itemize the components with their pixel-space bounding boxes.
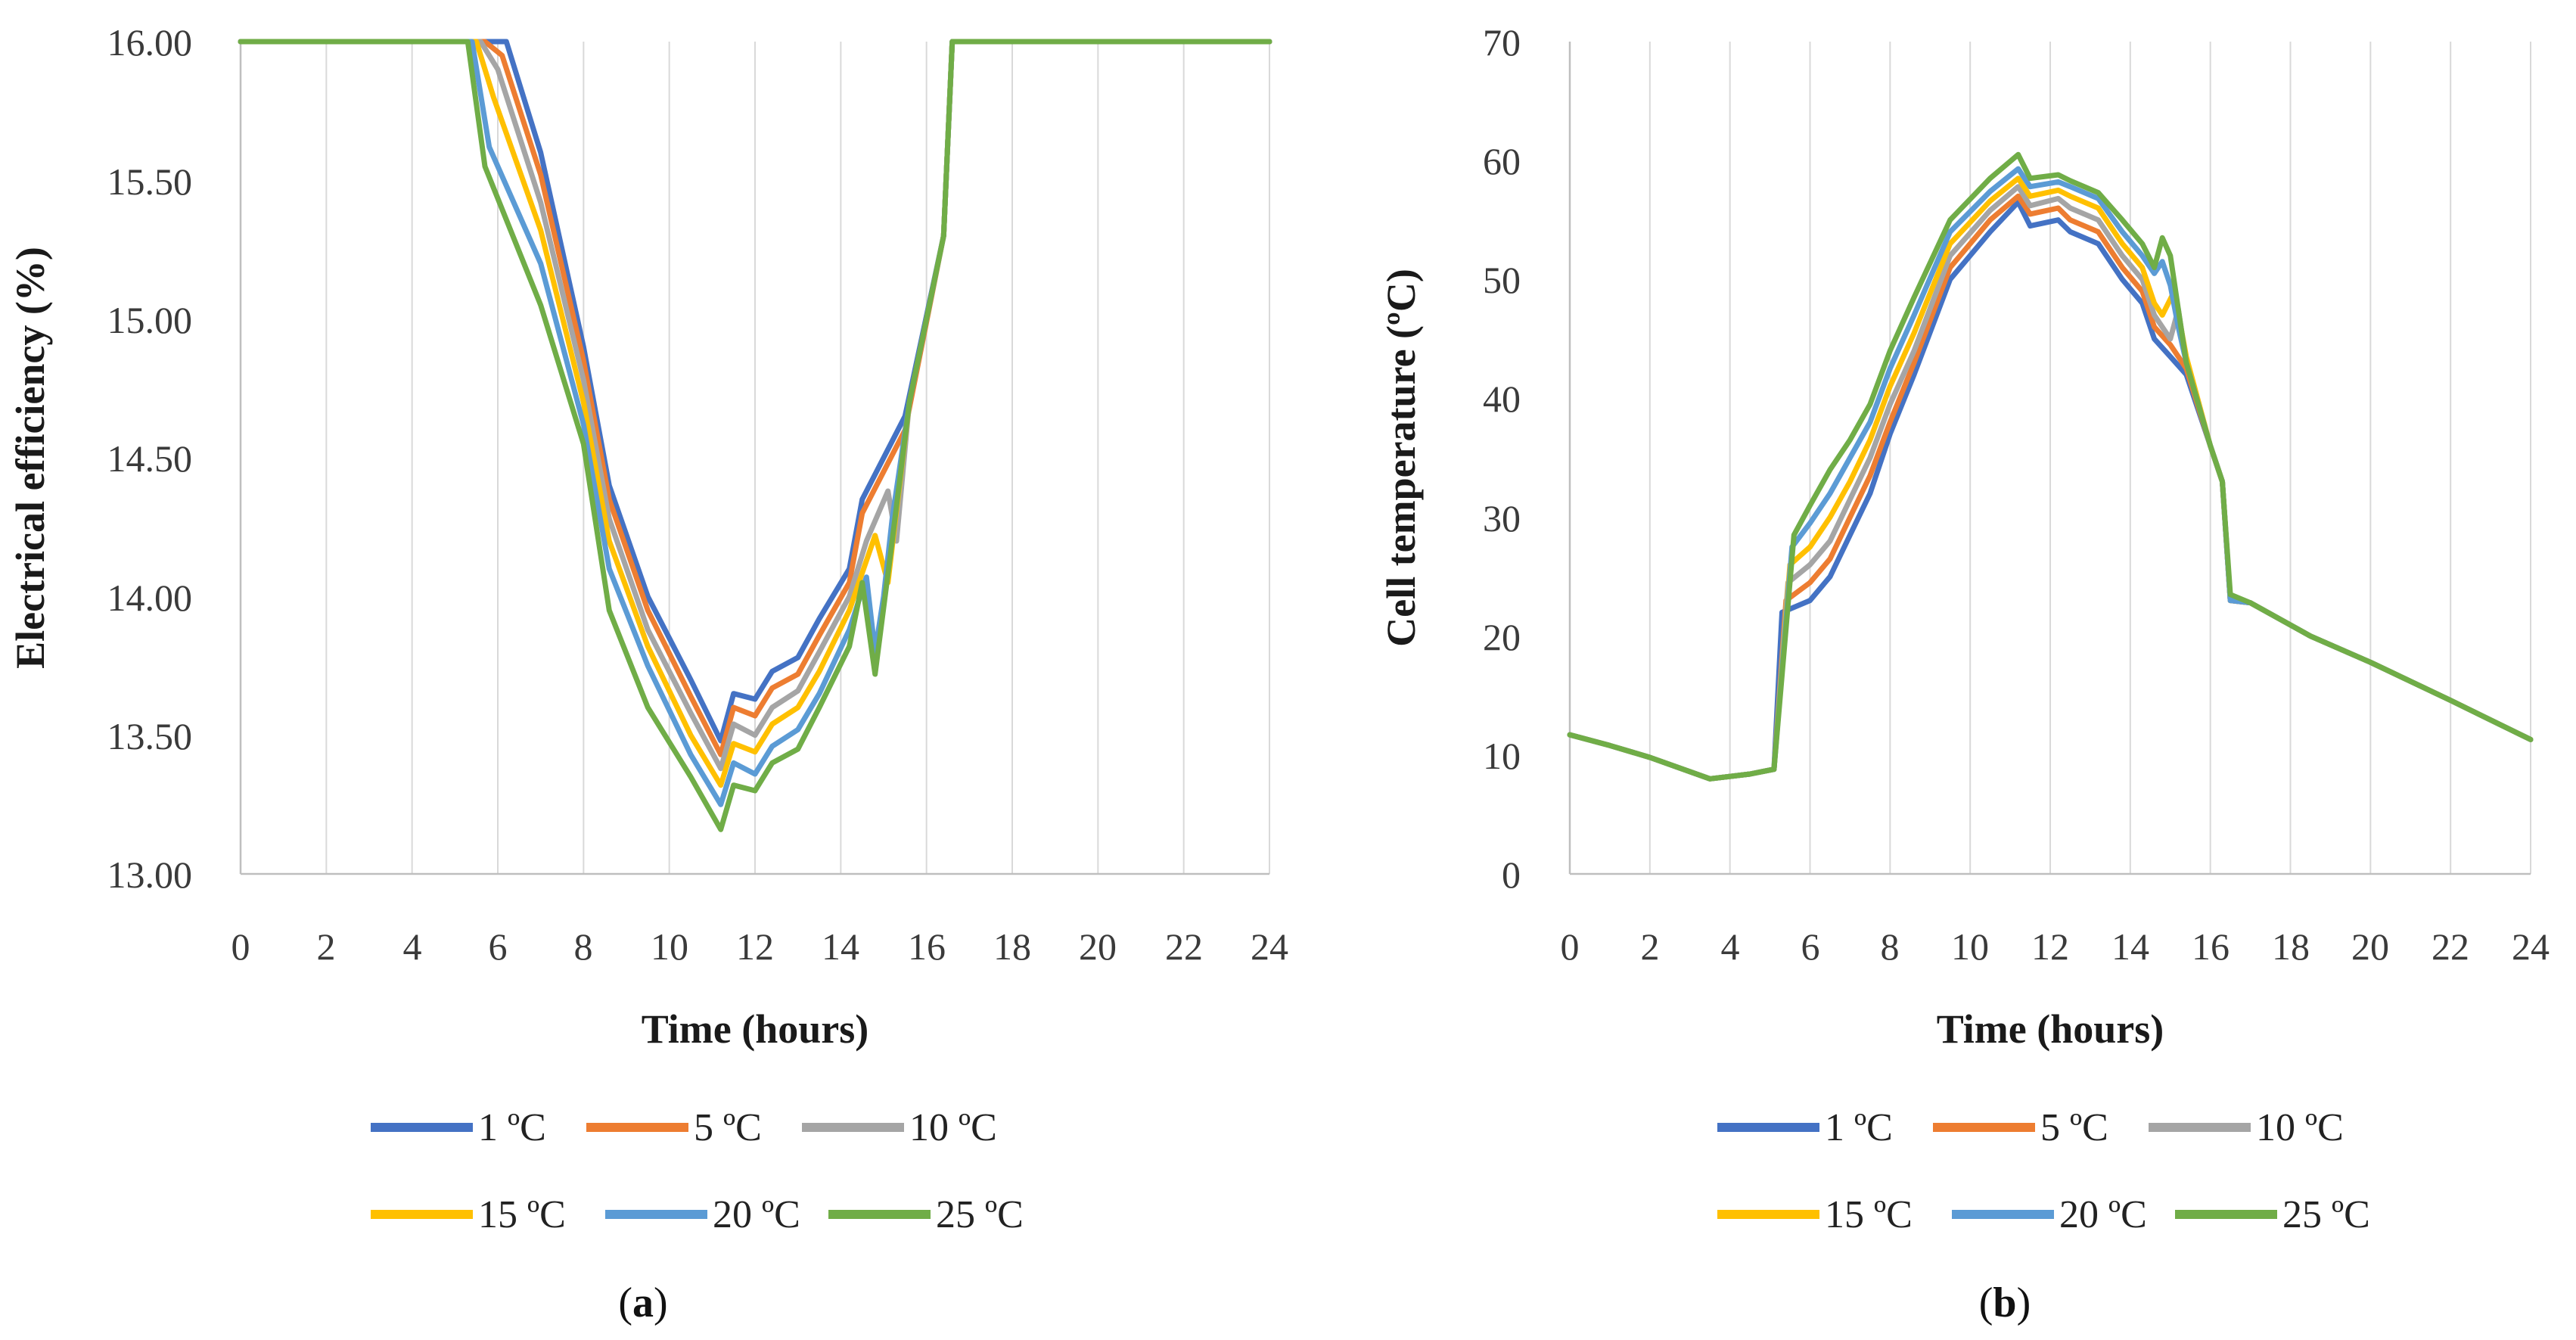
caption-open: ( (1979, 1279, 1993, 1326)
y-tick-label: 60 (1483, 140, 1521, 182)
series-group (238, 39, 1272, 832)
y-axis-title: Cell temperature (ºC) (1378, 269, 1424, 647)
y-tick-label: 0 (1502, 853, 1521, 896)
legend-item: 25 ºC (828, 1193, 1024, 1236)
legend-label: 5 ºC (2040, 1106, 2108, 1149)
x-tick-labels: 0 2 4 6 8 10 12 14 16 18 20 22 24 (231, 925, 1289, 968)
legend-label: 20 ºC (713, 1193, 800, 1236)
y-tick-labels: 0 10 20 30 40 50 60 70 (1483, 21, 1521, 896)
x-tick-label: 8 (574, 925, 593, 968)
x-tick-label: 22 (1165, 925, 1203, 968)
x-tick-label: 24 (2512, 925, 2550, 968)
x-axis-title: Time (hours) (642, 1006, 869, 1052)
x-tick-label: 14 (822, 925, 859, 968)
legend-label: 1 ºC (478, 1106, 546, 1149)
panel-caption-a: (a) (618, 1279, 667, 1326)
x-axis-title: Time (hours) (1937, 1006, 2164, 1052)
legend-label: 10 ºC (909, 1106, 997, 1149)
x-tick-label: 8 (1881, 925, 1900, 968)
x-tick-label: 20 (1079, 925, 1117, 968)
legend-item: 10 ºC (2149, 1106, 2344, 1149)
x-tick-label: 12 (736, 925, 774, 968)
y-tick-label: 40 (1483, 378, 1521, 420)
y-tick-label: 50 (1483, 259, 1521, 301)
series-group (1567, 151, 2534, 782)
x-tick-labels: 0 2 4 6 8 10 12 14 16 18 20 22 24 (1561, 925, 2550, 968)
x-tick-label: 0 (1561, 925, 1580, 968)
y-tick-label: 20 (1483, 616, 1521, 658)
legend-item: 25 ºC (2175, 1193, 2370, 1236)
x-tick-label: 12 (2031, 925, 2069, 968)
legend-item: 20 ºC (1952, 1193, 2147, 1236)
series-line (238, 39, 1272, 832)
legend: 1 ºC 5 ºC 10 ºC 15 ºC 20 ºC 25 ºC (1717, 1106, 2370, 1236)
chart-panel-b: 0 10 20 30 40 50 60 70 0 2 4 6 8 10 12 1… (1378, 21, 2550, 1326)
chart-panel-a: 13.00 13.50 14.00 14.50 15.00 15.50 16.0… (8, 21, 1288, 1326)
x-tick-label: 0 (231, 925, 250, 968)
panel-caption-b: (b) (1979, 1279, 2031, 1326)
x-tick-label: 6 (489, 925, 508, 968)
series-line (238, 39, 1272, 744)
legend-label: 10 ºC (2256, 1106, 2344, 1149)
legend-label: 5 ºC (694, 1106, 762, 1149)
legend-label: 25 ºC (936, 1193, 1024, 1236)
x-tick-label: 18 (2272, 925, 2310, 968)
y-tick-label: 13.50 (107, 715, 193, 757)
gridlines (1648, 42, 2531, 874)
legend: 1 ºC 5 ºC 10 ºC 15 ºC 20 ºC 25 ºC (371, 1106, 1024, 1236)
gridlines (325, 42, 1270, 874)
x-tick-label: 16 (2192, 925, 2230, 968)
y-tick-label: 15.00 (107, 299, 193, 341)
caption-close: ) (2017, 1279, 2031, 1326)
caption-open: ( (618, 1279, 632, 1326)
caption-letter: a (632, 1279, 654, 1326)
x-tick-label: 4 (403, 925, 422, 968)
legend-label: 1 ºC (1825, 1106, 1893, 1149)
x-tick-label: 4 (1721, 925, 1740, 968)
x-tick-label: 22 (2432, 925, 2469, 968)
y-tick-label: 10 (1483, 735, 1521, 777)
y-axis-title: Electrical efficiency (%) (8, 247, 53, 669)
caption-letter: b (1993, 1279, 2016, 1326)
x-tick-label: 10 (651, 925, 688, 968)
legend-label: 25 ºC (2282, 1193, 2370, 1236)
legend-item: 1 ºC (1717, 1106, 1893, 1149)
x-tick-label: 24 (1251, 925, 1288, 968)
y-tick-label: 14.50 (107, 437, 193, 480)
x-tick-label: 18 (993, 925, 1031, 968)
x-tick-label: 2 (1641, 925, 1660, 968)
legend-item: 5 ºC (586, 1106, 762, 1149)
legend-label: 15 ºC (478, 1193, 566, 1236)
y-tick-label: 70 (1483, 21, 1521, 64)
x-tick-label: 6 (1801, 925, 1820, 968)
x-tick-label: 10 (1951, 925, 1989, 968)
legend-item: 15 ºC (1717, 1193, 1913, 1236)
y-tick-label: 14.00 (107, 577, 193, 619)
x-tick-label: 20 (2351, 925, 2389, 968)
y-tick-label: 30 (1483, 497, 1521, 539)
legend-item: 10 ºC (802, 1106, 997, 1149)
x-tick-label: 2 (317, 925, 336, 968)
legend-item: 1 ºC (371, 1106, 546, 1149)
legend-item: 20 ºC (605, 1193, 800, 1236)
series-line (238, 39, 1272, 757)
caption-close: ) (654, 1279, 668, 1326)
x-tick-label: 16 (908, 925, 946, 968)
legend-item: 15 ºC (371, 1193, 566, 1236)
y-tick-labels: 13.00 13.50 14.00 14.50 15.00 15.50 16.0… (107, 21, 193, 896)
y-tick-label: 13.00 (107, 853, 193, 896)
legend-label: 15 ºC (1825, 1193, 1913, 1236)
y-tick-label: 16.00 (107, 21, 193, 64)
series-line (1567, 151, 2534, 782)
y-tick-label: 15.50 (107, 160, 193, 203)
legend-item: 5 ºC (1933, 1106, 2108, 1149)
x-tick-label: 14 (2111, 925, 2149, 968)
legend-label: 20 ºC (2059, 1193, 2147, 1236)
